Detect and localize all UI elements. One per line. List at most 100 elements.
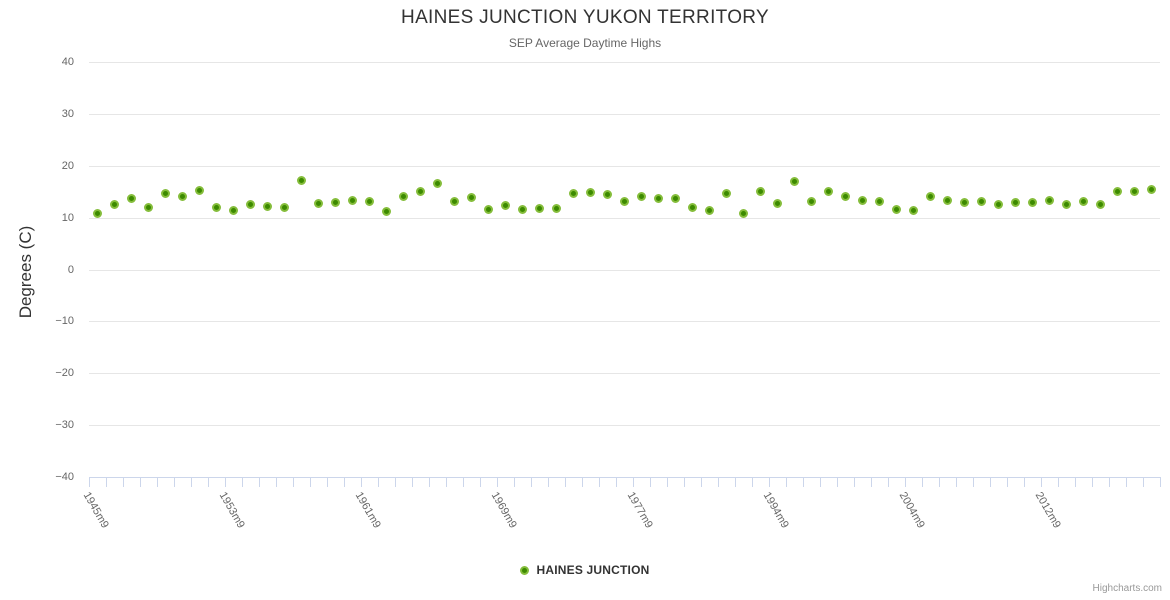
data-point[interactable] bbox=[994, 199, 1003, 209]
data-point[interactable] bbox=[722, 188, 731, 198]
x-axis-tick bbox=[973, 477, 974, 487]
data-point[interactable] bbox=[178, 191, 187, 201]
x-axis-tick bbox=[871, 477, 872, 487]
y-axis-tick-label: 20 bbox=[61, 159, 74, 172]
y-gridline bbox=[89, 321, 1160, 323]
data-point[interactable] bbox=[603, 190, 612, 200]
data-point[interactable] bbox=[161, 189, 170, 199]
legend-item[interactable]: HAINES JUNCTION bbox=[0, 563, 1170, 577]
data-point[interactable] bbox=[280, 202, 289, 212]
data-point[interactable] bbox=[977, 197, 986, 206]
y-axis-tick-label: 0 bbox=[67, 263, 74, 276]
y-axis-tick-label: −10 bbox=[55, 315, 74, 328]
data-point[interactable] bbox=[365, 197, 374, 206]
data-point[interactable] bbox=[1045, 196, 1054, 205]
data-point[interactable] bbox=[93, 209, 102, 218]
y-gridline bbox=[89, 217, 1160, 219]
y-gridline bbox=[89, 62, 1160, 63]
data-point[interactable] bbox=[552, 203, 561, 213]
data-point[interactable] bbox=[195, 186, 204, 196]
data-point[interactable] bbox=[1147, 185, 1156, 195]
x-axis-line bbox=[89, 477, 1160, 478]
data-point[interactable] bbox=[569, 188, 578, 198]
x-axis-tick bbox=[837, 477, 838, 487]
x-axis-tick-label: 2012m9 bbox=[1032, 490, 1063, 531]
x-axis-tick bbox=[956, 477, 957, 487]
data-point[interactable] bbox=[297, 175, 306, 185]
data-point[interactable] bbox=[756, 187, 765, 197]
highcharts-credits-link[interactable]: Highcharts.com bbox=[1092, 583, 1162, 594]
legend-label: HAINES JUNCTION bbox=[536, 563, 650, 577]
data-point[interactable] bbox=[212, 202, 221, 212]
data-point[interactable] bbox=[790, 176, 799, 186]
x-axis-tick bbox=[565, 477, 566, 487]
data-point[interactable] bbox=[399, 192, 408, 202]
data-point[interactable] bbox=[1011, 197, 1020, 207]
data-point[interactable] bbox=[620, 196, 629, 206]
x-axis-tick bbox=[106, 477, 107, 487]
data-point[interactable] bbox=[654, 193, 663, 203]
data-point[interactable] bbox=[824, 187, 833, 197]
chart-subtitle: SEP Average Daytime Highs bbox=[508, 36, 662, 50]
x-axis-tick bbox=[854, 477, 855, 487]
data-point[interactable] bbox=[467, 193, 476, 203]
data-point[interactable] bbox=[858, 196, 867, 205]
data-point[interactable] bbox=[943, 195, 952, 205]
data-point[interactable] bbox=[671, 194, 680, 204]
y-axis-tick-label: 30 bbox=[61, 107, 74, 120]
data-point[interactable] bbox=[433, 179, 442, 189]
data-point[interactable] bbox=[841, 191, 850, 201]
data-point[interactable] bbox=[501, 200, 510, 210]
x-axis-tick bbox=[429, 477, 430, 487]
x-axis-tick-label: 1969m9 bbox=[488, 490, 519, 531]
x-axis-tick bbox=[1109, 477, 1110, 487]
x-axis-tick bbox=[497, 477, 498, 487]
data-point[interactable] bbox=[348, 195, 357, 205]
data-point[interactable] bbox=[705, 205, 714, 215]
data-point[interactable] bbox=[586, 187, 595, 197]
data-point[interactable] bbox=[926, 192, 935, 202]
data-point[interactable] bbox=[229, 206, 238, 216]
x-axis-tick bbox=[480, 477, 481, 487]
data-point[interactable] bbox=[1062, 199, 1071, 209]
data-point[interactable] bbox=[1130, 186, 1139, 196]
data-point[interactable] bbox=[637, 191, 646, 201]
x-axis-tick bbox=[225, 477, 226, 487]
data-point[interactable] bbox=[892, 204, 901, 214]
data-point[interactable] bbox=[773, 198, 782, 208]
data-point[interactable] bbox=[1079, 196, 1088, 206]
x-axis-tick bbox=[310, 477, 311, 487]
data-point[interactable] bbox=[1113, 187, 1122, 197]
data-point[interactable] bbox=[807, 196, 816, 206]
x-axis-tick bbox=[820, 477, 821, 487]
data-point[interactable] bbox=[416, 186, 425, 196]
x-axis-tick bbox=[327, 477, 328, 487]
y-axis-tick-label: 40 bbox=[61, 56, 74, 68]
x-axis-tick bbox=[786, 477, 787, 487]
data-point[interactable] bbox=[314, 199, 323, 209]
x-axis-tick bbox=[242, 477, 243, 487]
data-point[interactable] bbox=[246, 199, 255, 209]
x-axis-tick-label: 1945m9 bbox=[80, 490, 111, 531]
data-point[interactable] bbox=[144, 203, 153, 213]
data-point[interactable] bbox=[688, 202, 697, 212]
data-point[interactable] bbox=[535, 204, 544, 214]
data-point[interactable] bbox=[263, 201, 272, 211]
data-point[interactable] bbox=[127, 194, 136, 204]
x-axis-tick bbox=[1160, 477, 1161, 487]
data-point[interactable] bbox=[382, 206, 391, 216]
data-point[interactable] bbox=[875, 196, 884, 206]
data-point[interactable] bbox=[960, 197, 969, 207]
data-point[interactable] bbox=[110, 200, 119, 210]
data-point[interactable] bbox=[450, 197, 459, 206]
data-point[interactable] bbox=[739, 209, 748, 218]
data-point[interactable] bbox=[331, 197, 340, 207]
x-axis-tick bbox=[174, 477, 175, 487]
data-point[interactable] bbox=[909, 205, 918, 215]
data-point[interactable] bbox=[1096, 199, 1105, 209]
data-point[interactable] bbox=[484, 204, 493, 214]
data-point[interactable] bbox=[1028, 197, 1037, 207]
y-gridline bbox=[89, 425, 1160, 427]
x-axis-tick bbox=[922, 477, 923, 487]
data-point[interactable] bbox=[518, 204, 527, 214]
